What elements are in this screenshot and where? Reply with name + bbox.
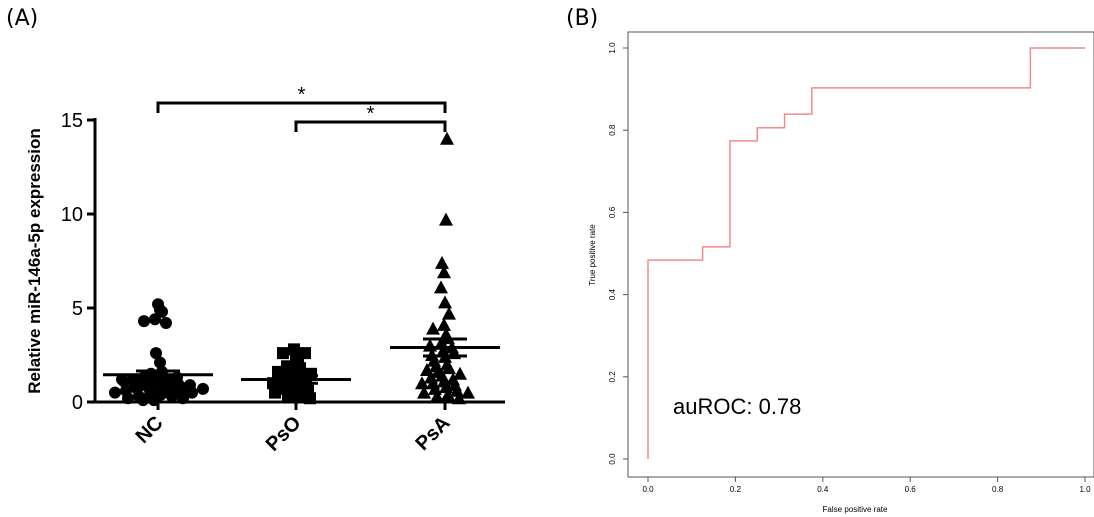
data-point-square (304, 392, 316, 405)
x-category-label: PsA (411, 412, 454, 455)
data-point-triangle (426, 321, 440, 335)
data-point-triangle (450, 383, 464, 397)
y-tick-label: 5 (72, 298, 83, 320)
x-tick-label: 0.4 (817, 485, 829, 494)
data-point-square (288, 343, 300, 356)
data-point-triangle (439, 379, 453, 393)
x-tick-label: 0.6 (905, 485, 917, 494)
data-point-circle (160, 317, 172, 330)
roc-panel: 0.0 0.2 0.4 0.6 0.8 1.0 0.0 0.2 0.4 0.6 0.8 1.0 Fals… (588, 31, 1094, 514)
significance-bracket (294, 120, 447, 132)
scatter-panel: 0 5 10 15 Relative miR-146a-5p expression NC P… (25, 84, 505, 456)
y-tick-label: 0.4 (608, 288, 617, 300)
data-point-triangle (430, 389, 444, 403)
x-category-label: PsO (262, 412, 306, 456)
data-point-circle (137, 394, 149, 407)
y-tick-label: 0.2 (608, 371, 617, 383)
x-tick-label: 0.2 (730, 485, 742, 494)
data-point-circle (148, 394, 160, 407)
y-tick-label: 15 (61, 110, 83, 132)
data-point-triangle (453, 366, 467, 380)
roc-curve-line (647, 47, 1085, 459)
x-tick-label: 0.0 (642, 485, 654, 494)
data-point-circle (138, 315, 150, 328)
data-point-triangle (423, 338, 437, 352)
data-point-triangle (442, 361, 456, 375)
data-point-square (277, 347, 289, 360)
data-point-circle (109, 386, 121, 399)
data-point-triangle (420, 363, 434, 377)
data-point-circle (122, 392, 134, 405)
significance-label: * (298, 84, 306, 106)
y-axis-label: True positive rate (588, 224, 597, 286)
y-tick-label: 10 (61, 204, 83, 226)
data-point-triangle (417, 385, 431, 399)
significance-label: * (367, 103, 375, 125)
data-point-circle (149, 313, 161, 326)
data-point-triangle (442, 306, 456, 320)
x-axis-label: False positive rate (823, 505, 888, 514)
data-point-circle (184, 379, 196, 392)
x-tick-label: 1.0 (1079, 485, 1091, 494)
data-point-triangle (452, 391, 466, 405)
data-point-circle (177, 392, 189, 405)
data-point-circle (150, 347, 162, 360)
data-point-circle (156, 305, 168, 318)
data-point-square (282, 390, 294, 403)
significance-bracket (156, 101, 447, 113)
data-point-triangle (441, 387, 455, 401)
data-point-triangle (437, 265, 451, 279)
data-point-triangle (461, 385, 475, 399)
y-tick-label: 0.8 (608, 124, 617, 136)
x-category-label: NC (132, 412, 168, 448)
x-tick-label: 0.8 (992, 485, 1004, 494)
auroc-annotation: auROC: 0.78 (673, 394, 801, 419)
y-tick-label: 0.0 (608, 453, 617, 465)
data-point-triangle (439, 212, 453, 226)
panel-b-label: (B) (566, 6, 599, 31)
data-point-triangle (434, 280, 448, 294)
y-tick-label: 1.0 (608, 42, 617, 54)
plot-frame (627, 31, 1094, 478)
data-point-triangle (415, 376, 429, 390)
data-point-triangle (438, 295, 452, 309)
data-point-circle (197, 382, 209, 395)
data-point-triangle (428, 381, 442, 395)
panel-a-label: (A) (6, 6, 39, 31)
data-point-square (293, 388, 305, 401)
y-tick-label: 0.6 (608, 206, 617, 218)
data-point-triangle (440, 131, 454, 145)
data-point-circle (116, 373, 128, 386)
data-point-circle (154, 356, 166, 369)
data-point-circle (166, 390, 178, 403)
y-tick-label: 0 (72, 392, 83, 414)
y-axis-label: Relative miR-146a-5p expression (25, 128, 44, 394)
data-point-triangle (435, 255, 449, 269)
data-point-square (269, 386, 281, 399)
data-point-triangle (437, 317, 451, 331)
